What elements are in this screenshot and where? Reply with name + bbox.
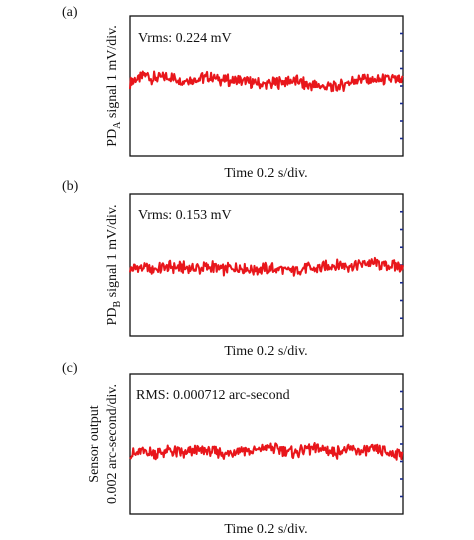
panel-b-ylabel-rest: signal 1 mV/div.	[105, 205, 120, 301]
panel-c-ticks	[400, 390, 403, 498]
panel-b-xlabel: Time 0.2 s/div.	[224, 344, 307, 359]
panel-a: (a) Vrms: 0.224 mV Time 0.2 s/div. PDA s…	[62, 5, 404, 181]
panel-a-ylabel-rest: signal 1 mV/div.	[105, 25, 120, 121]
panel-a-ylabel-main: PD	[105, 129, 120, 147]
panel-a-ylabel: PDA signal 1 mV/div.	[105, 25, 123, 146]
panel-c-ylabel-line2: 0.002 arc-second/div.	[105, 384, 120, 504]
panel-b-annotation: Vrms: 0.153 mV	[138, 208, 232, 223]
panel-b-ylabel: PDB signal 1 mV/div.	[105, 205, 123, 326]
panel-b-ylabel-main: PD	[105, 308, 120, 326]
panel-a-annotation: Vrms: 0.224 mV	[138, 31, 232, 46]
panel-a-trace	[129, 70, 404, 93]
panel-c: (c) RMS: 0.000712 arc-second Time 0.2 s/…	[62, 361, 404, 537]
panel-c-trace	[129, 442, 404, 461]
panel-a-ticks	[400, 32, 403, 140]
panel-b-label: (b)	[62, 179, 79, 194]
panel-a-xlabel: Time 0.2 s/div.	[224, 166, 307, 181]
panel-b: (b) Vrms: 0.153 mV Time 0.2 s/div. PDB s…	[62, 179, 404, 359]
panel-c-xlabel: Time 0.2 s/div.	[224, 522, 307, 537]
panel-c-ylabel-line1: Sensor output	[87, 405, 102, 483]
panel-a-label: (a)	[62, 5, 78, 20]
panel-b-ylabel-sub: B	[112, 301, 123, 308]
panel-b-trace	[129, 256, 404, 277]
panel-a-ylabel-sub: A	[112, 121, 123, 129]
panel-c-label: (c)	[62, 361, 78, 376]
panel-c-annotation: RMS: 0.000712 arc-second	[136, 388, 290, 403]
